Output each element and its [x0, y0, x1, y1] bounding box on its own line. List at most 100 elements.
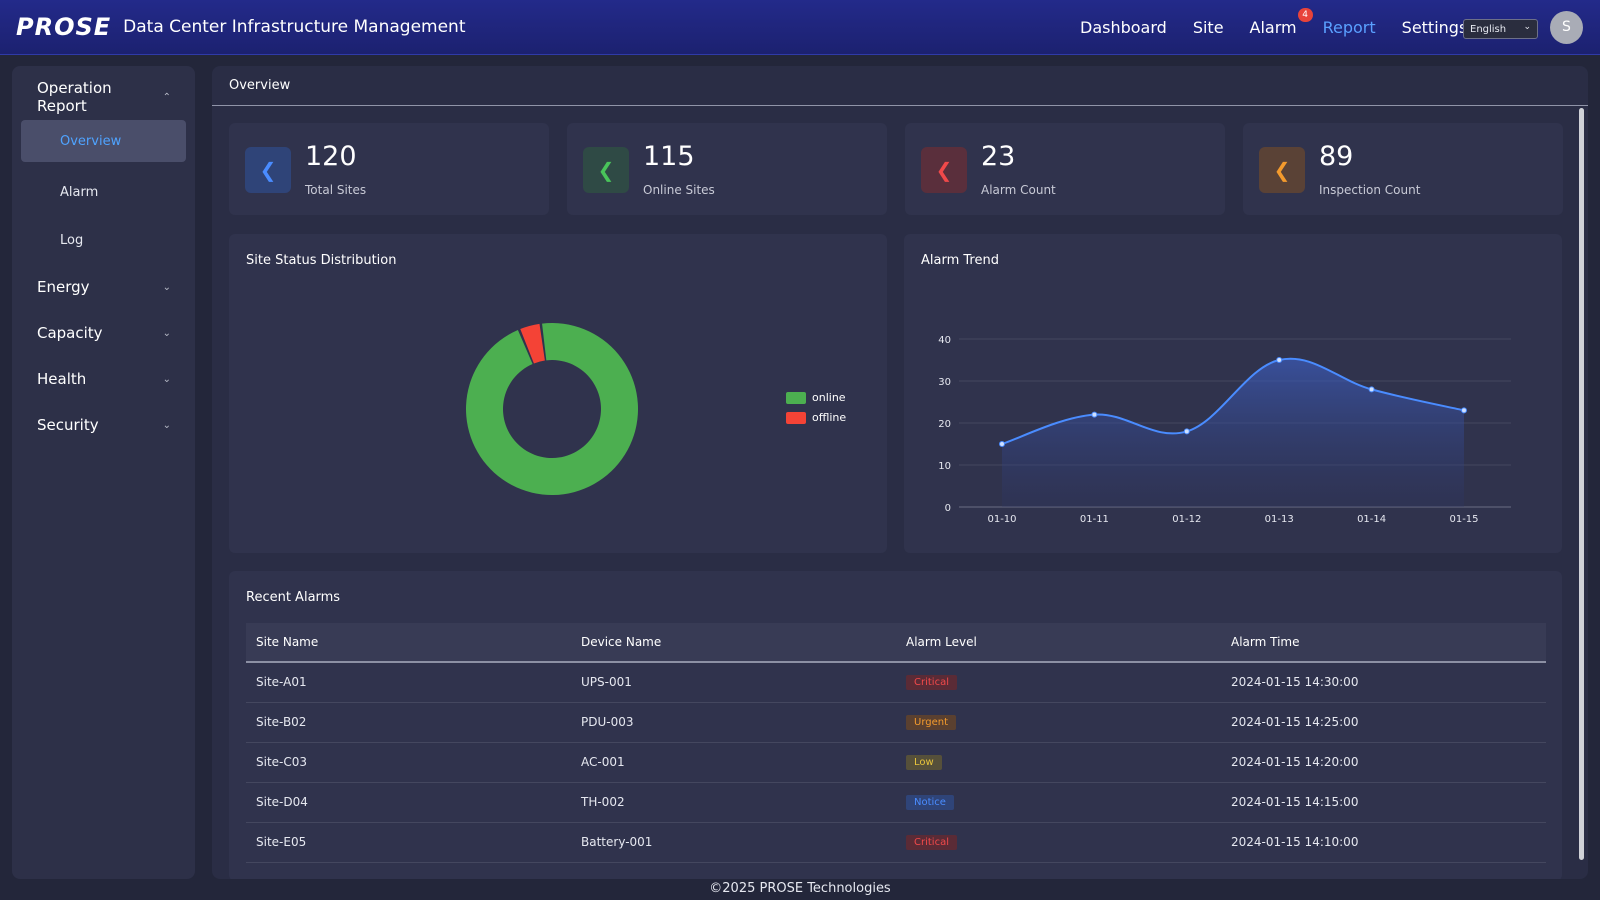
device-name-cell: AC-001: [571, 742, 896, 783]
alarm-level-badge: Critical: [906, 835, 957, 850]
sidebar-group-operation-report[interactable]: Operation Report ⌃: [12, 74, 195, 120]
legend-offline[interactable]: offline: [786, 411, 846, 424]
site-name-cell: Site-D04: [246, 782, 571, 823]
area-fill: [1002, 358, 1464, 507]
site-name-cell: Site-C03: [246, 742, 571, 783]
device-name-cell: PDU-003: [571, 702, 896, 743]
chevron-down-icon: ⌄: [162, 419, 171, 431]
sidebar-group-health[interactable]: Health ⌄: [12, 356, 195, 402]
stat-label: Total Sites: [305, 183, 367, 197]
pie-slice-online[interactable]: [465, 323, 638, 495]
device-name-cell: Battery-001: [571, 822, 896, 863]
avatar[interactable]: S: [1550, 11, 1583, 44]
data-point[interactable]: [1461, 407, 1467, 414]
sidebar-group-energy[interactable]: Energy ⌄: [12, 264, 195, 310]
sidebar-group-security[interactable]: Security ⌄: [12, 402, 195, 448]
stat-value: 89: [1319, 141, 1354, 172]
alarm-level-cell: Critical: [896, 822, 1221, 863]
chevron-up-icon: ⌃: [162, 91, 171, 103]
stat-label: Inspection Count: [1319, 183, 1421, 197]
table-header-row: Site Name Device Name Alarm Level Alarm …: [246, 623, 1546, 663]
stat-card-alarm-count: ❮ 23 Alarm Count: [905, 123, 1225, 215]
panel-title: Alarm Trend: [921, 253, 999, 268]
language-select[interactable]: English ⌄: [1463, 19, 1538, 39]
data-point[interactable]: [999, 441, 1005, 447]
table-row[interactable]: Site-E05 Battery-001 Critical 2024-01-15 14…: [246, 822, 1546, 863]
alarm-level-cell: Low: [896, 742, 1221, 783]
sidebar-item-overview[interactable]: Overview: [21, 120, 186, 162]
site-name-cell: Site-E05: [246, 822, 571, 863]
stat-value: 115: [643, 141, 695, 172]
column-header[interactable]: Site Name: [246, 623, 571, 663]
table-row[interactable]: Site-A01 UPS-001 Critical 2024-01-15 14:30:…: [246, 662, 1546, 703]
chevron-down-icon: ⌄: [162, 327, 171, 339]
data-point[interactable]: [1183, 428, 1190, 435]
panel-title: Recent Alarms: [246, 590, 341, 605]
alarm-time-cell: 2024-01-15 14:20:00: [1221, 742, 1546, 783]
alarm-time-cell: 2024-01-15 14:15:00: [1221, 782, 1546, 823]
alarm-level-badge: Low: [906, 755, 942, 770]
chevron-down-icon: ⌄: [162, 281, 171, 293]
stat-value: 120: [305, 141, 357, 172]
pie-slice-offline[interactable]: [520, 323, 545, 364]
y-tick-label: 30: [938, 377, 951, 388]
language-value: English: [1470, 23, 1507, 35]
site-name-cell: Site-B02: [246, 702, 571, 743]
line-chart: 0 10 20 30 40 01-10 01-11 01-12 01-13 01-14 01-15: [938, 335, 1511, 525]
legend-swatch: [786, 411, 806, 424]
sidebar-group-capacity[interactable]: Capacity ⌄: [12, 310, 195, 356]
stat-card-inspection-count: ❮ 89 Inspection Count: [1243, 123, 1563, 215]
table-row[interactable]: Site-D04 TH-002 Notice 2024-01-15 14:15:00: [246, 782, 1546, 823]
sidebar-item-log[interactable]: Log: [60, 232, 84, 248]
table-row[interactable]: Site-C03 AC-001 Low 2024-01-15 14:20:00: [246, 742, 1546, 783]
legend-label: online: [812, 391, 846, 404]
alarms-table: Site Name Device Name Alarm Level Alarm …: [246, 623, 1546, 863]
table-row[interactable]: Site-B02 PDU-003 Urgent 2024-01-15 14:25:00: [246, 702, 1546, 743]
nav-settings[interactable]: Settings: [1401, 18, 1468, 37]
main-panel: Overview ❮ 120 Total Sites ❮ 115 Online …: [212, 66, 1588, 879]
chevron-left-icon: ❮: [245, 147, 291, 193]
alarm-badge: 4: [1297, 8, 1313, 22]
legend-online[interactable]: online: [786, 391, 846, 404]
main-nav: Dashboard Site Alarm 4 Report Settings: [1080, 0, 1493, 55]
column-header[interactable]: Device Name: [571, 623, 896, 663]
nav-alarm-label: Alarm: [1249, 18, 1297, 37]
data-point[interactable]: [1091, 411, 1098, 418]
sidebar-item-alarm[interactable]: Alarm: [60, 184, 99, 200]
nav-report[interactable]: Report: [1322, 18, 1376, 37]
y-tick-label: 40: [938, 335, 951, 346]
nav-site[interactable]: Site: [1192, 18, 1224, 37]
stat-card-online-sites: ❮ 115 Online Sites: [567, 123, 887, 215]
alarm-level-cell: Notice: [896, 782, 1221, 823]
alarm-time-cell: 2024-01-15 14:10:00: [1221, 822, 1546, 863]
device-name-cell: TH-002: [571, 782, 896, 823]
nav-alarm[interactable]: Alarm 4: [1249, 8, 1313, 37]
column-header[interactable]: Alarm Time: [1221, 623, 1546, 663]
app-title: Data Center Infrastructure Management: [123, 17, 466, 37]
y-tick-label: 20: [938, 419, 951, 430]
data-point[interactable]: [1276, 357, 1283, 363]
site-status-panel: Site Status Distribution online offline: [229, 234, 887, 553]
y-tick-label: 0: [945, 503, 951, 514]
sidebar-group-label: Health: [37, 370, 87, 388]
logo: PROSE: [16, 13, 112, 41]
nav-dashboard[interactable]: Dashboard: [1080, 18, 1167, 37]
legend-label: offline: [812, 411, 847, 424]
top-bar: PROSE Data Center Infrastructure Managem…: [0, 0, 1600, 55]
chevron-left-icon: ❮: [921, 147, 967, 193]
footer: ©2025 PROSE Technologies: [709, 881, 891, 896]
stat-label: Online Sites: [643, 183, 715, 197]
alarm-level-badge: Critical: [906, 675, 957, 691]
alarm-level-cell: Urgent: [896, 702, 1221, 743]
data-point[interactable]: [1368, 386, 1375, 393]
column-header[interactable]: Alarm Level: [896, 623, 1221, 663]
stat-card-total-sites: ❮ 120 Total Sites: [229, 123, 549, 215]
x-tick-label: 01-12: [1172, 514, 1201, 525]
sidebar-group-label: Energy: [37, 278, 90, 296]
recent-alarms-panel: Recent Alarms Site Name Device Name Alar…: [229, 571, 1562, 879]
page-title: Overview: [212, 66, 1588, 106]
series-line: [1001, 357, 1465, 445]
alarm-time-cell: 2024-01-15 14:30:00: [1221, 662, 1546, 703]
alarm-level-badge: Notice: [906, 795, 954, 810]
scrollbar[interactable]: [1579, 108, 1584, 860]
